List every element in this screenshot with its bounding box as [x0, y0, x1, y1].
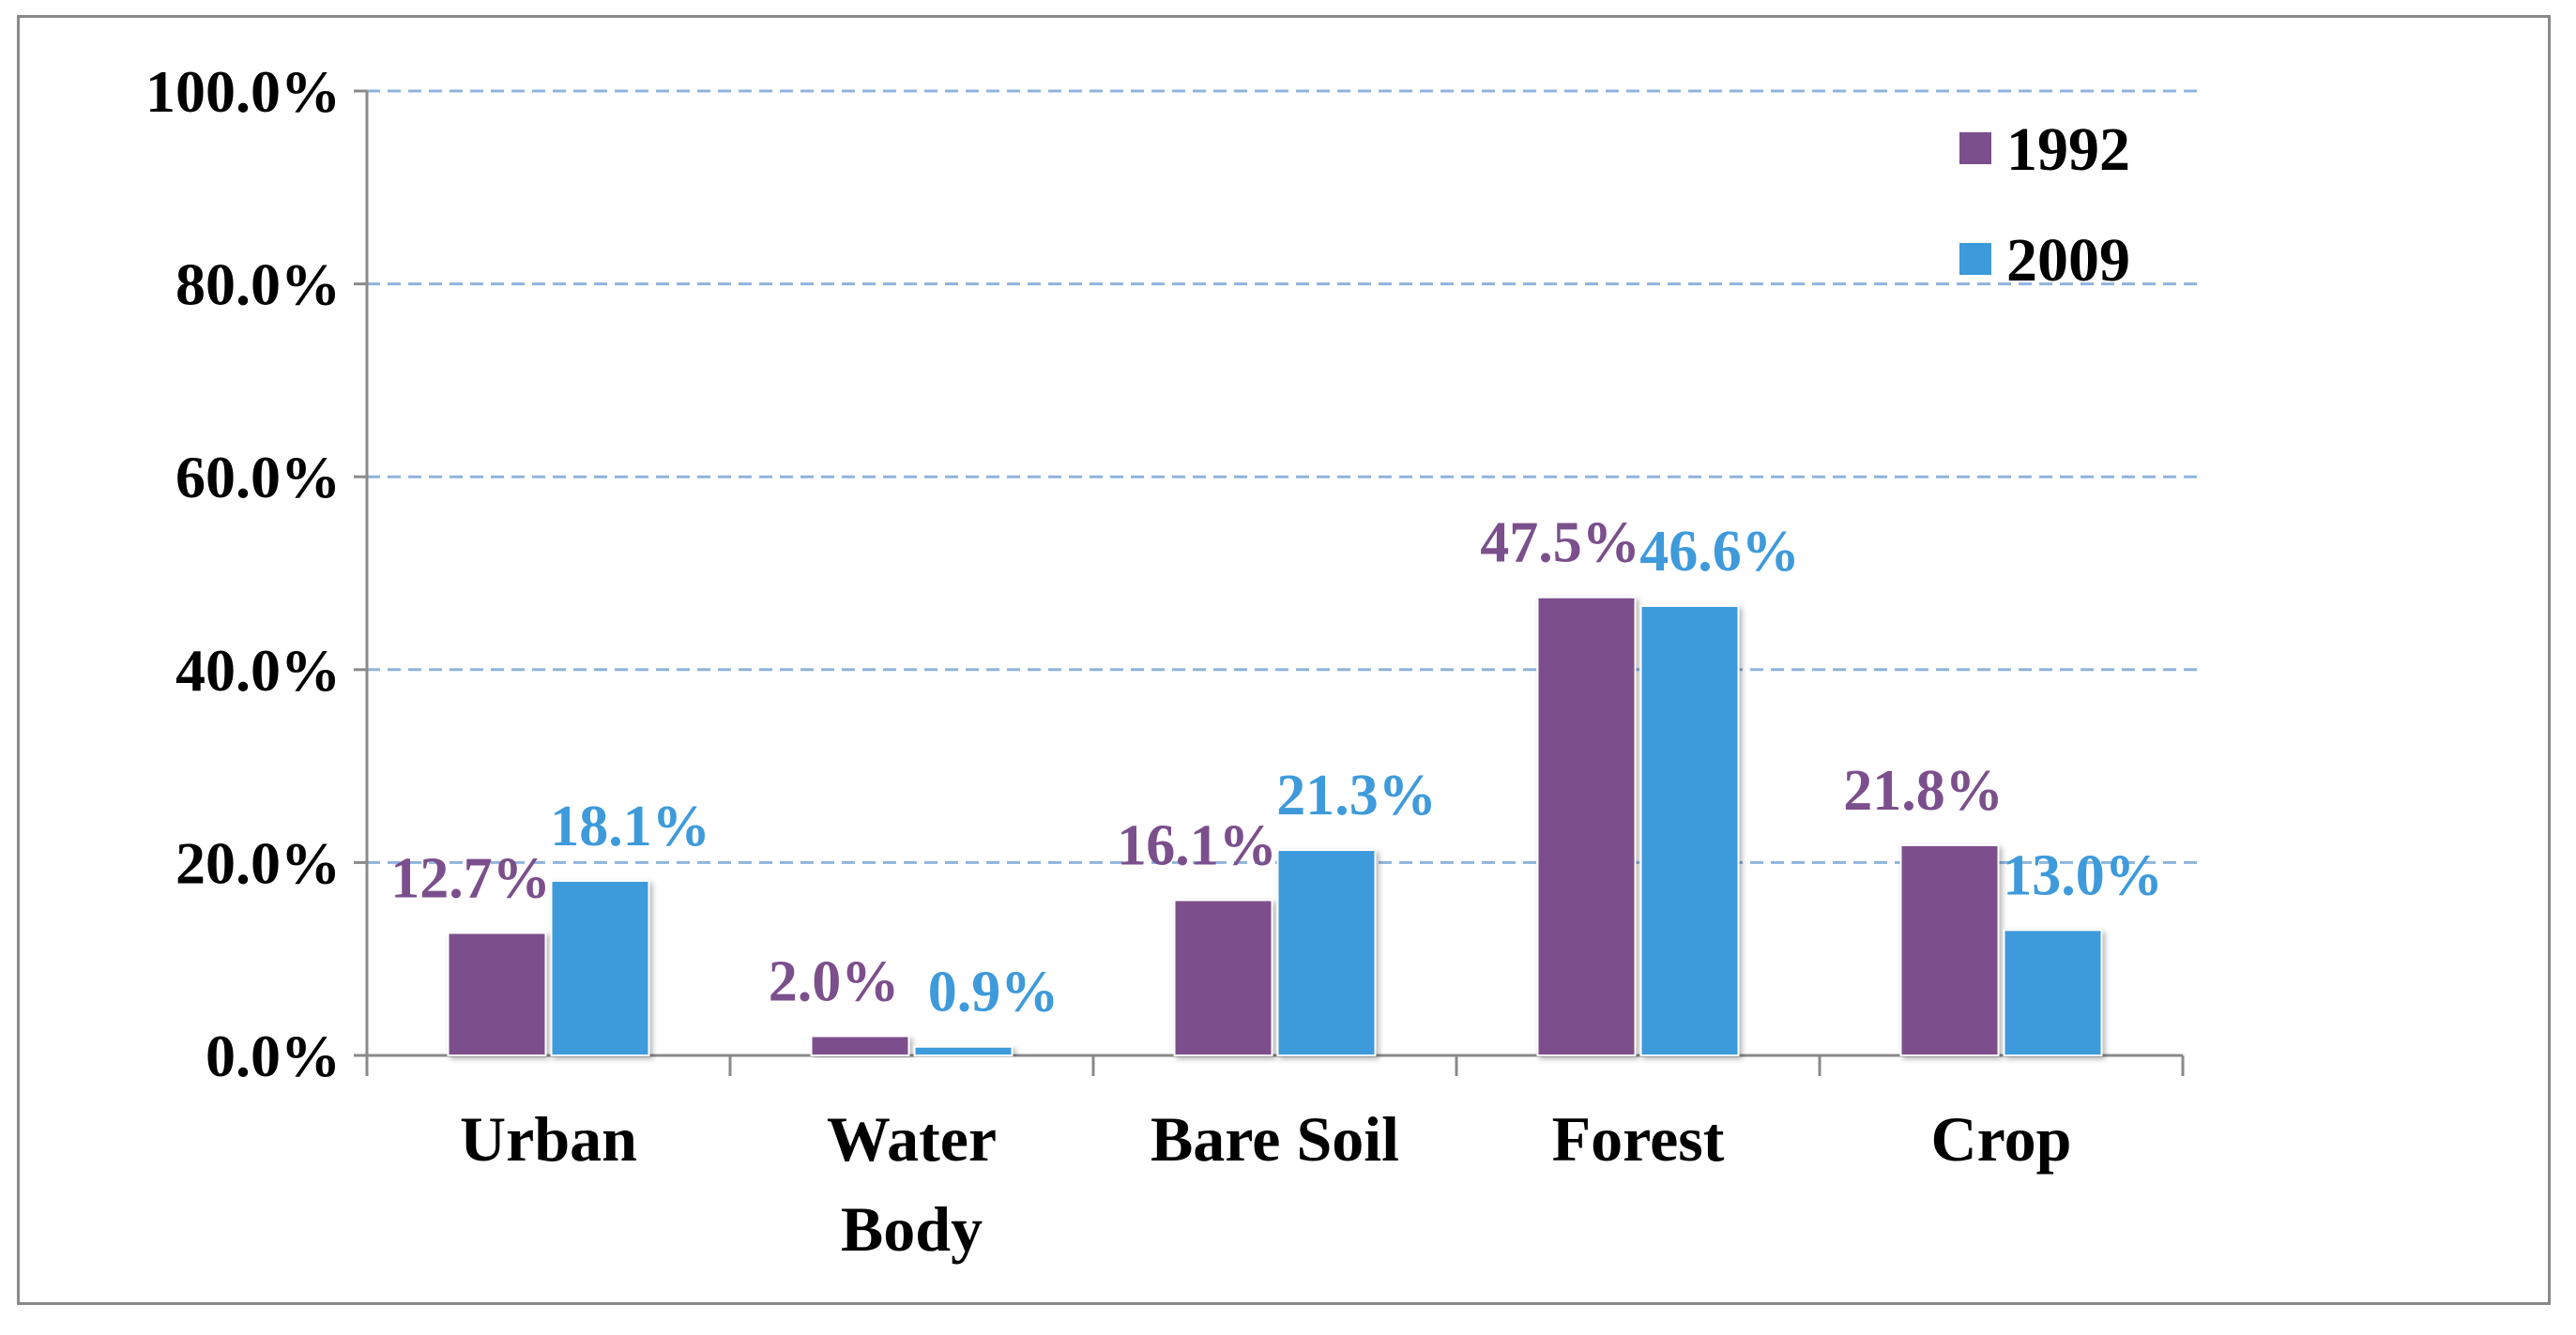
gridlines: [367, 89, 2197, 864]
y-tick-label: 0.0%: [206, 1023, 341, 1089]
data-labels: 12.7% 2.0% 16.1% 47.5% 21.8% 18.1% 0.9% 21.3% 46…: [390, 511, 2163, 1024]
data-label-1992: 16.1%: [1117, 813, 1277, 877]
data-label-1992: 12.7%: [390, 846, 551, 910]
bars: [447, 596, 2103, 1057]
axes: 0.0% 20.0% 40.0% 60.0% 80.0% 100.0% Urban Water…: [145, 58, 2185, 1265]
bar-2009-2: [1276, 849, 1377, 1057]
bar-1992-1: [810, 1035, 910, 1056]
data-label-2009: 13.0%: [2003, 843, 2163, 907]
y-tick-label: 60.0%: [175, 444, 341, 510]
x-category-label: Water: [827, 1103, 997, 1175]
bar-1992-0: [447, 932, 547, 1056]
y-tick-label: 40.0%: [175, 637, 341, 704]
legend-label-2009: 2009: [2006, 226, 2130, 295]
y-tick-label: 100.0%: [145, 58, 341, 125]
bar-chart: 0.0% 20.0% 40.0% 60.0% 80.0% 100.0% Urban Water…: [145, 58, 2197, 1265]
y-tick-label: 80.0%: [175, 251, 341, 318]
bar-1992-3: [1536, 596, 1637, 1056]
legend-swatch-2009: [1959, 243, 1991, 275]
bar-2009-1: [913, 1045, 1014, 1057]
y-tick-label: 20.0%: [175, 829, 341, 896]
bar-1992-4: [1899, 843, 2000, 1056]
bar-2009-0: [550, 879, 650, 1056]
data-label-2009: 18.1%: [550, 795, 710, 858]
data-label-2009: 0.9%: [928, 961, 1059, 1024]
legend-swatch-1992: [1959, 132, 1991, 164]
x-category-label: Urban: [460, 1103, 637, 1175]
chart-frame: 0.0% 20.0% 40.0% 60.0% 80.0% 100.0% Urban Water…: [17, 15, 2551, 1305]
bar-1992-2: [1173, 899, 1273, 1056]
bar-2009-4: [2003, 929, 2103, 1056]
x-category-label: Bare Soil: [1151, 1103, 1399, 1175]
legend-label-1992: 1992: [2006, 115, 2130, 184]
bar-2009-3: [1639, 604, 1740, 1057]
data-label-1992: 47.5%: [1480, 511, 1640, 575]
data-label-1992: 2.0%: [769, 949, 900, 1013]
legend: 1992 2009: [1959, 115, 2130, 295]
x-category-label: Body: [841, 1193, 983, 1265]
data-label-1992: 21.8%: [1843, 759, 2004, 823]
data-label-2009: 21.3%: [1276, 764, 1437, 827]
x-category-label: Crop: [1931, 1103, 2072, 1175]
data-label-2009: 46.6%: [1639, 520, 1800, 584]
x-category-label: Forest: [1552, 1103, 1725, 1175]
